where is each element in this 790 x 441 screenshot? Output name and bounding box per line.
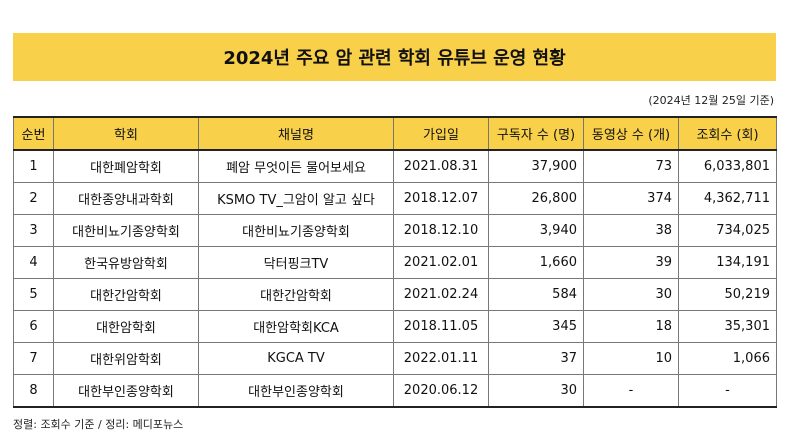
subscribers-cell: 26,800 xyxy=(488,182,584,215)
join-date-cell: 2018.11.05 xyxy=(393,310,489,343)
join-date-cell: 2018.12.10 xyxy=(393,214,489,247)
column-header: 동영상 수 (개) xyxy=(583,116,679,151)
table-row: 8 대한부인종양학회 대한부인종양학회 2020.06.12 30 - - xyxy=(13,374,777,408)
society-cell: 대한종양내과학회 xyxy=(53,182,199,215)
rank-cell: 5 xyxy=(13,278,54,311)
channel-cell: 대한비뇨기종양학회 xyxy=(198,214,394,247)
society-cell: 대한부인종양학회 xyxy=(53,374,199,408)
table-row: 3 대한비뇨기종양학회 대한비뇨기종양학회 2018.12.10 3,940 3… xyxy=(13,214,777,247)
table-row: 1 대한폐암학회 폐암 무엇이든 물어보세요 2021.08.31 37,900… xyxy=(13,149,777,183)
data-table: 순번 학회 채널명 가입일 구독자 수 (명) 동영상 수 (개) 조회수 (회… xyxy=(13,116,777,408)
column-header: 가입일 xyxy=(393,116,489,151)
views-cell: 734,025 xyxy=(678,214,777,247)
column-header: 조회수 (회) xyxy=(678,116,777,151)
subscribers-cell: 3,940 xyxy=(488,214,584,247)
rank-cell: 4 xyxy=(13,246,54,279)
column-header: 채널명 xyxy=(198,116,394,151)
table-row: 2 대한종양내과학회 KSMO TV_그암이 알고 싶다 2018.12.07 … xyxy=(13,182,777,215)
table-row: 5 대한간암학회 대한간암학회 2021.02.24 584 30 50,219 xyxy=(13,278,777,311)
views-cell: 134,191 xyxy=(678,246,777,279)
videos-cell: 374 xyxy=(583,182,679,215)
rank-cell: 3 xyxy=(13,214,54,247)
table-row: 4 한국유방암학회 닥터핑크TV 2021.02.01 1,660 39 134… xyxy=(13,246,777,279)
rank-cell: 2 xyxy=(13,182,54,215)
views-cell: - xyxy=(678,374,777,408)
subscribers-cell: 37,900 xyxy=(488,149,584,183)
views-cell: 50,219 xyxy=(678,278,777,311)
channel-cell: KGCA TV xyxy=(198,342,394,375)
society-cell: 대한암학회 xyxy=(53,310,199,343)
videos-cell: 18 xyxy=(583,310,679,343)
society-cell: 대한폐암학회 xyxy=(53,149,199,183)
channel-cell: KSMO TV_그암이 알고 싶다 xyxy=(198,182,394,215)
views-cell: 1,066 xyxy=(678,342,777,375)
videos-cell: - xyxy=(583,374,679,408)
videos-cell: 38 xyxy=(583,214,679,247)
rank-cell: 8 xyxy=(13,374,54,408)
subscribers-cell: 345 xyxy=(488,310,584,343)
title-banner: 2024년 주요 암 관련 학회 유튜브 운영 현황 xyxy=(13,33,776,81)
views-cell: 4,362,711 xyxy=(678,182,777,215)
date-note: (2024년 12월 25일 기준) xyxy=(648,94,774,107)
table-row: 6 대한암학회 대한암학회KCA 2018.11.05 345 18 35,30… xyxy=(13,310,777,343)
subscribers-cell: 30 xyxy=(488,374,584,408)
table-row: 7 대한위암학회 KGCA TV 2022.01.11 37 10 1,066 xyxy=(13,342,777,375)
subscribers-cell: 37 xyxy=(488,342,584,375)
channel-cell: 폐암 무엇이든 물어보세요 xyxy=(198,149,394,183)
channel-cell: 대한간암학회 xyxy=(198,278,394,311)
column-header: 학회 xyxy=(53,116,199,151)
videos-cell: 10 xyxy=(583,342,679,375)
footer-note: 정렬: 조회수 기준 / 정리: 메디포뉴스 xyxy=(13,418,184,431)
rank-cell: 6 xyxy=(13,310,54,343)
join-date-cell: 2022.01.11 xyxy=(393,342,489,375)
rank-cell: 1 xyxy=(13,149,54,183)
videos-cell: 39 xyxy=(583,246,679,279)
join-date-cell: 2018.12.07 xyxy=(393,182,489,215)
table-header-row: 순번 학회 채널명 가입일 구독자 수 (명) 동영상 수 (개) 조회수 (회… xyxy=(13,116,777,151)
page-title: 2024년 주요 암 관련 학회 유튜브 운영 현황 xyxy=(223,48,566,69)
channel-cell: 대한부인종양학회 xyxy=(198,374,394,408)
join-date-cell: 2021.02.01 xyxy=(393,246,489,279)
society-cell: 대한간암학회 xyxy=(53,278,199,311)
views-cell: 35,301 xyxy=(678,310,777,343)
views-cell: 6,033,801 xyxy=(678,149,777,183)
rank-cell: 7 xyxy=(13,342,54,375)
column-header: 구독자 수 (명) xyxy=(488,116,584,151)
channel-cell: 대한암학회KCA xyxy=(198,310,394,343)
society-cell: 한국유방암학회 xyxy=(53,246,199,279)
join-date-cell: 2021.02.24 xyxy=(393,278,489,311)
join-date-cell: 2020.06.12 xyxy=(393,374,489,408)
subscribers-cell: 584 xyxy=(488,278,584,311)
society-cell: 대한위암학회 xyxy=(53,342,199,375)
videos-cell: 30 xyxy=(583,278,679,311)
join-date-cell: 2021.08.31 xyxy=(393,149,489,183)
subscribers-cell: 1,660 xyxy=(488,246,584,279)
videos-cell: 73 xyxy=(583,149,679,183)
channel-cell: 닥터핑크TV xyxy=(198,246,394,279)
column-header: 순번 xyxy=(13,116,54,151)
society-cell: 대한비뇨기종양학회 xyxy=(53,214,199,247)
